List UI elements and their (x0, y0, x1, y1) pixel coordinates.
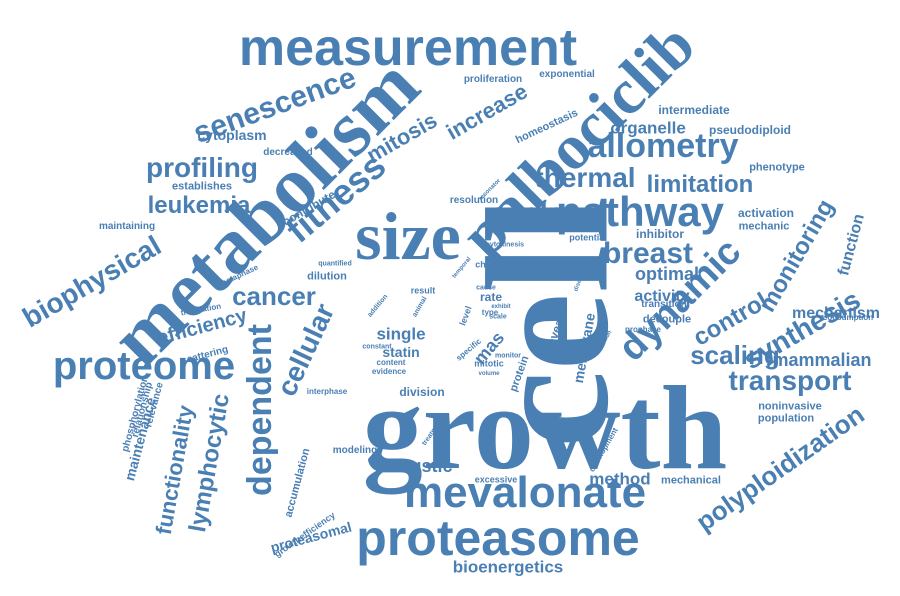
word-consumption: consumption (822, 313, 874, 322)
word-cause: cause (476, 284, 496, 292)
word-limitation: limitation (646, 171, 754, 198)
word-cycle: cycle (489, 197, 565, 230)
word-mechanism: mechanism (791, 305, 881, 322)
word-scale: scale (489, 313, 507, 321)
word-organelle: organelle (610, 118, 686, 138)
word-exhibit: exhibit (491, 304, 511, 310)
word-mechanical: mechanical (661, 474, 721, 487)
word-proliferation: proliferation (463, 74, 523, 85)
word-pseudodiploid: pseudodiploid (709, 123, 791, 137)
word-measurement: measurement (238, 19, 578, 77)
word-prophase: prophase (624, 325, 662, 334)
word-mitotic: mitotic (474, 358, 504, 369)
word-breast: breast (602, 237, 694, 270)
word-maintaining: maintaining (98, 221, 156, 232)
word-potential: potential (569, 232, 607, 243)
word-function: function (835, 212, 868, 278)
word-noninvasive: noninvasive (758, 400, 822, 413)
word-decouple: decouple (642, 313, 692, 326)
word-phenotype: phenotype (749, 161, 805, 174)
word-cellular: cellular (270, 298, 341, 401)
word-accumulation: accumulation (282, 447, 313, 519)
word-thermal: thermal (534, 162, 636, 193)
word-growth: growth (362, 361, 728, 494)
word-evidence: evidence (371, 367, 407, 376)
word-addition: addition (366, 293, 390, 319)
word-primary: primary (565, 266, 589, 272)
word-cancer: cancer (232, 281, 316, 311)
word-single: single (376, 324, 426, 344)
word-decreased: decreased (263, 147, 313, 158)
word-maximal: maximal (522, 225, 548, 231)
word-mammalian: mammalian (772, 350, 872, 370)
word-resolution: resolution (449, 195, 499, 206)
word-division: division (399, 385, 445, 399)
word-dilution: dilution (307, 270, 347, 283)
word-establishes: establishes (172, 180, 232, 193)
word-size: size (355, 198, 461, 274)
word-proteasome: proteasome (356, 510, 640, 566)
word-cytoplasm: cytoplasm (197, 127, 267, 143)
word-change: change (475, 259, 507, 270)
word-transition: transition (641, 299, 687, 310)
word-modeling: modeling (332, 445, 378, 456)
word-constant: constant (362, 343, 392, 351)
word-rate: rate (479, 290, 503, 304)
word-population: population (757, 412, 815, 425)
word-result: result (410, 285, 436, 296)
word-exponential: exponential (539, 69, 595, 80)
word-animal: animal (411, 295, 429, 319)
word-intermediate: intermediate (658, 103, 730, 117)
word-leukemia: leukemia (147, 192, 251, 219)
word-monitor: monitor (494, 352, 522, 360)
word-cytokinesis: cytokinesis (485, 241, 525, 249)
word-interphase: interphase (306, 387, 348, 396)
word-mevalonate: mevalonate (403, 468, 647, 517)
word-proteome: proteome (52, 344, 236, 388)
word-type: type (481, 308, 499, 317)
word-optimal: optimal (634, 264, 700, 284)
word-profiling: profiling (146, 152, 258, 183)
word-transport: transport (728, 365, 852, 396)
word-allometry: allometry (587, 127, 739, 165)
word-pathway: pathway (555, 188, 725, 235)
word-content: content (376, 358, 406, 367)
word-statin: statin (382, 344, 420, 360)
word-bioenergetics: bioenergetics (452, 557, 564, 577)
word-dependent: dependent (241, 324, 279, 496)
word-inhibitor: inhibitor (636, 227, 684, 241)
word-quantified: quantified (318, 260, 352, 268)
word-scaling: scaling (690, 340, 780, 370)
word-volume: volume (478, 371, 500, 377)
word-mechanic: mechanic (738, 220, 790, 233)
word-activity: activity (634, 288, 690, 305)
word-method: method (589, 469, 651, 489)
word-excessive: excessive (474, 474, 518, 485)
word-acoustic: acoustic (379, 456, 453, 476)
word-activation: activation (737, 206, 795, 220)
